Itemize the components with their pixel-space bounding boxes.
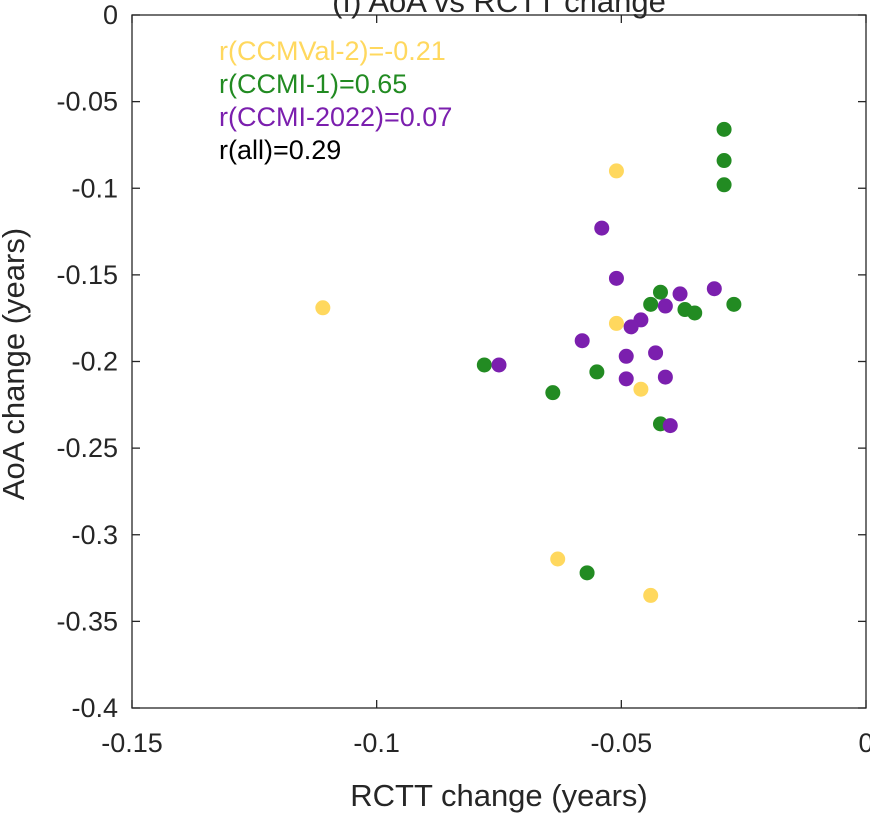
y-tick-label: -0.4	[71, 693, 118, 723]
data-point	[648, 345, 664, 361]
y-tick-label: -0.35	[56, 606, 118, 636]
series-ccmval-2	[315, 163, 659, 603]
data-point	[726, 296, 742, 312]
correlation-label: r(all)=0.29	[219, 135, 341, 165]
data-point	[550, 551, 566, 567]
x-axis-title: RCTT change (years)	[350, 778, 647, 813]
data-point	[574, 333, 590, 349]
correlation-label: r(CCMI-1)=0.65	[219, 69, 407, 99]
x-tick-label: 0	[858, 728, 870, 758]
data-point	[476, 357, 492, 373]
x-tick-label: -0.1	[353, 728, 400, 758]
data-point	[491, 357, 507, 373]
data-point	[618, 371, 634, 387]
data-point	[618, 348, 634, 364]
x-tick-label: -0.05	[591, 728, 653, 758]
data-point	[608, 163, 624, 179]
data-point	[589, 364, 605, 380]
data-point	[643, 296, 659, 312]
correlation-label: r(CCMVal-2)=-0.21	[219, 36, 446, 66]
data-point	[315, 300, 331, 316]
y-axis: 0 -0.05 -0.1 -0.15 -0.2 -0.25 -0.3 -0.35 -0.4	[56, 0, 866, 723]
data-point	[652, 284, 668, 300]
x-axis: -0.15 -0.1 -0.05 0	[101, 15, 870, 758]
data-point	[608, 315, 624, 331]
x-tick-label: -0.15	[101, 728, 163, 758]
data-point	[716, 177, 732, 193]
data-points	[315, 121, 742, 603]
y-axis-title: AoA change (years)	[0, 228, 31, 500]
y-tick-label: -0.1	[71, 173, 118, 203]
data-point	[633, 381, 649, 397]
y-tick-label: -0.05	[56, 87, 118, 117]
series-ccmi-2022	[491, 220, 722, 434]
data-point	[657, 369, 673, 385]
data-point	[657, 298, 673, 314]
data-point	[594, 220, 610, 236]
data-point	[579, 565, 595, 581]
data-point	[662, 418, 678, 434]
y-tick-label: 0	[103, 0, 118, 30]
y-tick-label: -0.25	[56, 433, 118, 463]
y-tick-label: -0.3	[71, 520, 118, 550]
data-point	[672, 286, 688, 302]
data-point	[545, 385, 561, 401]
chart-title: (f) AoA vs RCTT change	[332, 0, 666, 19]
series-ccmi-1	[476, 121, 742, 581]
data-point	[706, 281, 722, 297]
correlation-annotations: r(CCMVal-2)=-0.21r(CCMI-1)=0.65r(CCMI-20…	[219, 36, 452, 165]
y-tick-label: -0.15	[56, 260, 118, 290]
y-tick-label: -0.2	[71, 347, 118, 377]
data-point	[687, 305, 703, 321]
correlation-label: r(CCMI-2022)=0.07	[219, 102, 452, 132]
data-point	[643, 587, 659, 603]
data-point	[623, 319, 639, 335]
data-point	[608, 270, 624, 286]
data-point	[716, 153, 732, 169]
data-point	[716, 121, 732, 137]
